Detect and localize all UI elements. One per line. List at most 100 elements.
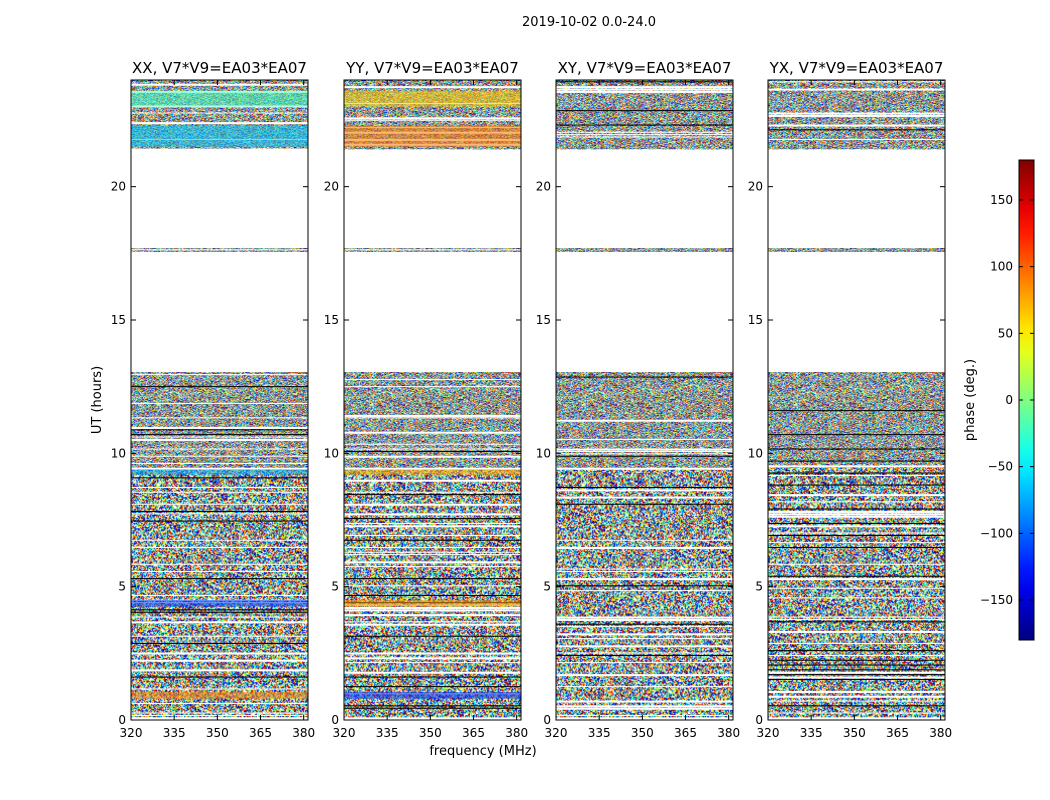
row-gap xyxy=(131,717,308,720)
row-line xyxy=(131,676,308,678)
x-tick-label: 320 xyxy=(545,726,568,740)
y-tick-label: 5 xyxy=(543,580,551,594)
x-tick-label: 380 xyxy=(505,726,528,740)
tint-band xyxy=(344,600,521,607)
row-gap xyxy=(344,467,521,470)
row-gap xyxy=(768,690,945,693)
y-tick-label: 20 xyxy=(324,180,339,194)
y-tick-label: 5 xyxy=(118,580,126,594)
row-gap xyxy=(768,88,945,91)
row-gap xyxy=(344,414,521,417)
row-gap xyxy=(768,671,945,674)
row-gap xyxy=(768,532,945,534)
row-gap xyxy=(768,563,945,565)
row-gap xyxy=(556,590,733,592)
data-band xyxy=(556,400,733,468)
data-band xyxy=(344,468,521,718)
row-line xyxy=(768,575,945,577)
row-line xyxy=(131,520,308,522)
row-gap xyxy=(556,674,733,677)
y-tick-label: 10 xyxy=(536,446,551,460)
row-gap xyxy=(131,112,308,114)
row-gap xyxy=(556,546,733,549)
row-gap xyxy=(344,614,521,617)
row-gap xyxy=(344,546,521,548)
row-gap xyxy=(131,455,308,457)
row-line xyxy=(768,534,945,536)
data-band xyxy=(768,372,945,400)
x-tick-label: 335 xyxy=(588,726,611,740)
row-gap xyxy=(344,378,521,380)
row-gap xyxy=(131,462,308,464)
row-gap xyxy=(344,652,521,655)
row-gap xyxy=(131,652,308,655)
row-gap xyxy=(556,134,733,136)
panel-title: YY, V7*V9=EA03*EA07 xyxy=(345,59,519,77)
row-gap xyxy=(556,86,733,89)
row-gap xyxy=(344,554,521,556)
y-tick-label: 20 xyxy=(111,180,126,194)
row-gap xyxy=(344,566,521,568)
row-line xyxy=(344,594,521,596)
heatmap-cells xyxy=(131,80,308,720)
row-line xyxy=(131,434,308,436)
row-gap xyxy=(344,561,521,564)
row-gap xyxy=(768,515,945,518)
tint-band xyxy=(344,90,521,107)
heatmap-cells xyxy=(556,80,733,718)
row-line xyxy=(768,522,945,524)
row-gap xyxy=(344,609,521,612)
panel-2: YY, V7*V9=EA03*EA07 320 335 350 365 380 0 5 10 15… xyxy=(324,59,528,740)
row-gap xyxy=(768,513,945,516)
x-axis-label: frequency (MHz) xyxy=(429,744,536,759)
row-gap xyxy=(131,712,308,714)
row-line xyxy=(131,477,308,479)
row-gaps xyxy=(131,83,308,720)
row-gap xyxy=(131,467,308,470)
y-tick-label: 10 xyxy=(324,446,339,460)
row-gap xyxy=(344,117,521,120)
row-line xyxy=(768,621,945,623)
row-line xyxy=(556,455,733,457)
y-tick-label: 0 xyxy=(755,713,763,727)
row-line xyxy=(344,676,521,678)
row-gap xyxy=(344,448,521,450)
figure-title: 2019-10-02 0.0-24.0 xyxy=(522,15,656,30)
row-line xyxy=(344,635,521,637)
x-tick-label: 380 xyxy=(292,726,315,740)
x-tick-label: 320 xyxy=(757,726,780,740)
row-gap xyxy=(768,81,945,83)
row-gap xyxy=(768,510,945,513)
row-gap xyxy=(768,642,945,644)
row-gap xyxy=(131,635,308,637)
row-gap xyxy=(131,659,308,662)
row-line xyxy=(768,664,945,666)
row-line xyxy=(768,674,945,676)
y-tick-label: 15 xyxy=(111,313,126,327)
row-line xyxy=(344,686,521,688)
row-gap xyxy=(344,513,521,516)
data-band xyxy=(768,248,945,252)
y-tick-label: 15 xyxy=(748,313,763,327)
row-gap xyxy=(556,90,733,93)
x-tick-label: 320 xyxy=(120,726,143,740)
row-line xyxy=(131,429,308,431)
row-gap xyxy=(556,714,733,716)
row-line xyxy=(768,460,945,462)
row-gap xyxy=(556,453,733,455)
data-band xyxy=(768,400,945,468)
panel-frame xyxy=(343,79,522,721)
row-line xyxy=(344,705,521,707)
row-gap xyxy=(556,467,733,470)
data-band xyxy=(131,372,308,400)
x-tick-label: 365 xyxy=(674,726,697,740)
row-gap xyxy=(344,431,521,434)
x-tick-label: 350 xyxy=(206,726,229,740)
row-gap xyxy=(131,688,308,690)
x-tick-label: 335 xyxy=(163,726,186,740)
row-gap xyxy=(131,402,308,404)
row-gap xyxy=(344,623,521,626)
row-gap xyxy=(131,513,308,515)
x-tick-label: 320 xyxy=(333,726,356,740)
